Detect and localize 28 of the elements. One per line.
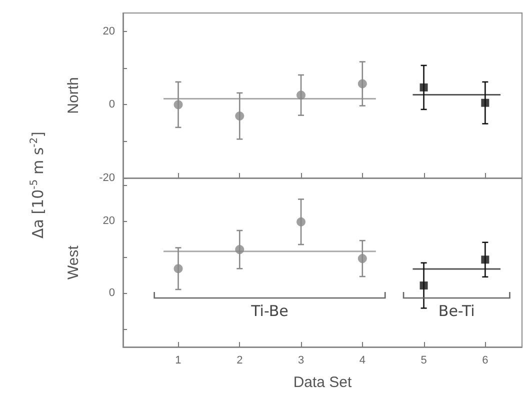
point (296, 90, 306, 100)
point (235, 112, 244, 121)
point (358, 254, 367, 264)
x-tick-label: 1 (175, 354, 182, 366)
x-tick-label: 5 (420, 354, 427, 366)
point (420, 282, 428, 290)
y-tick-label: -20 (99, 172, 115, 184)
point (296, 217, 306, 226)
point (481, 98, 490, 107)
point (174, 264, 183, 274)
x-tick-label: 3 (298, 354, 304, 366)
y-axis-title: North (65, 77, 82, 114)
y-axis-title: West (65, 244, 82, 280)
y-tick-label: 0 (108, 287, 115, 300)
point (481, 256, 490, 264)
annotation: Be-Ti (438, 302, 475, 320)
y-tick-label: 20 (102, 25, 115, 38)
x-tick-label: 6 (482, 354, 488, 366)
x-axis-title: Data Set (293, 374, 353, 391)
y-tick-label: 20 (102, 215, 115, 228)
point (174, 100, 183, 110)
x-tick-label: 4 (359, 354, 366, 366)
x-tick-label: 2 (236, 354, 243, 366)
point (358, 79, 367, 88)
annotation: Ti-Be (251, 302, 288, 320)
point (235, 245, 244, 254)
point (420, 83, 428, 92)
y-tick-label: 0 (108, 98, 115, 111)
